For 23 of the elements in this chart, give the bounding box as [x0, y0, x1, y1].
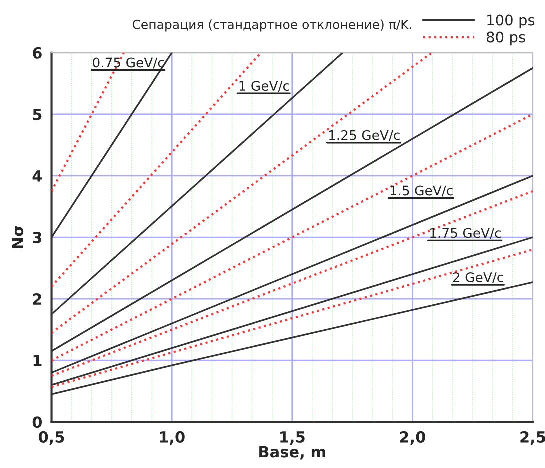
annotation: 1.5 GeV/c	[390, 186, 453, 197]
annotation: 1.25 GeV/c	[329, 130, 400, 142]
x-tick-label: 1,0	[160, 431, 185, 445]
x-tick-label: 2,5	[520, 431, 545, 445]
x-tick-label: 0,5	[38, 431, 64, 445]
x-tick-label: 2,0	[400, 431, 426, 445]
annotation: 1 GeV/c	[240, 81, 290, 92]
y-tick-label: 2	[33, 294, 42, 305]
y-tick-label: 6	[33, 47, 42, 59]
y-tick-label: 0	[32, 416, 42, 428]
legend-label: 80 ps	[487, 32, 526, 46]
y-tick-label: 1	[34, 355, 42, 366]
annotation: 0.75 GeV/c	[93, 58, 164, 69]
y-tick-label: 3	[33, 232, 42, 244]
legend-label: 100 ps	[488, 14, 535, 29]
y-tick-label: 4	[32, 170, 42, 182]
annotation: 2 GeV/c	[453, 272, 504, 284]
x-axis-title: Base, m	[260, 446, 326, 460]
y-tick-label: 5	[33, 109, 42, 120]
chart-title: Сепарация (стандартное отклонение) π/K.	[132, 20, 412, 32]
x-tick-label: 1,5	[280, 432, 305, 445]
annotation: 1.75 GeV/c	[430, 228, 501, 240]
y-axis-title: Nσ	[12, 226, 24, 248]
